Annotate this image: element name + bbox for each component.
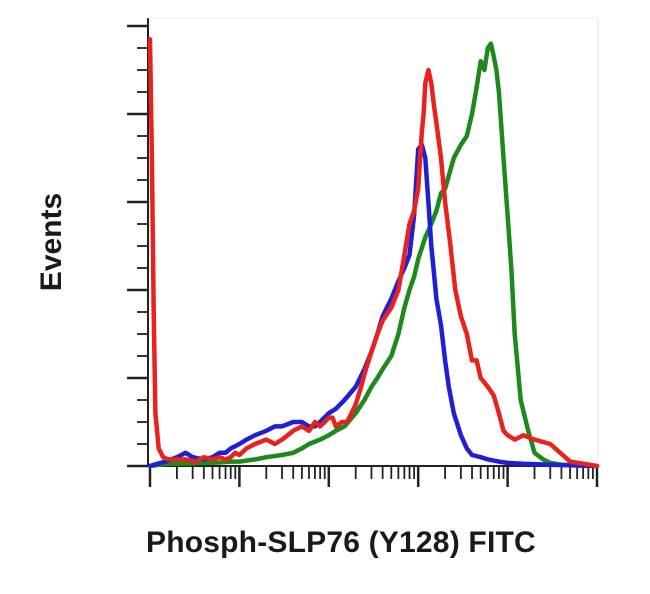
histogram-series-1 xyxy=(147,142,600,469)
series-layer xyxy=(147,36,600,469)
histogram-series-2 xyxy=(147,41,600,469)
y-axis-ticks xyxy=(127,24,148,468)
x-axis-ticks xyxy=(148,466,599,487)
histogram-series-0 xyxy=(147,36,600,469)
x-axis-label: Phosph-SLP76 (Y128) FITC xyxy=(146,526,536,559)
plot-frame xyxy=(147,17,599,467)
y-axis-label: Events xyxy=(35,192,68,292)
